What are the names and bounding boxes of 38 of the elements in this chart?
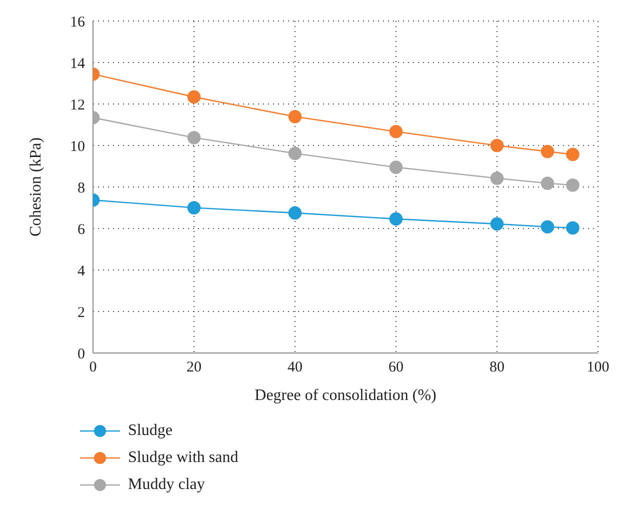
point [566, 221, 580, 235]
x-tick-label: 100 [586, 360, 610, 376]
point [288, 206, 302, 220]
point [490, 172, 504, 185]
y-tick-label: 12 [70, 97, 85, 114]
point [187, 130, 201, 144]
x-axis-title: Degree of consolidation (%) [254, 387, 436, 404]
legend-label: Muddy clay [128, 476, 205, 494]
point [389, 212, 403, 226]
x-tick-label: 60 [388, 360, 404, 376]
point [490, 217, 504, 231]
point [540, 176, 554, 190]
point [288, 146, 302, 160]
y-tick-label: 6 [78, 222, 86, 238]
point [389, 160, 403, 174]
y-tick-label: 14 [70, 56, 86, 72]
y-axis-title: Cohesion (kPa) [28, 137, 45, 237]
point [540, 220, 554, 234]
point [566, 178, 580, 192]
y-tick-label: 2 [78, 304, 85, 321]
y-tick-label: 4 [78, 263, 86, 280]
x-tick-label: 0 [89, 360, 97, 376]
point [389, 124, 403, 138]
point [187, 201, 201, 214]
legend-label: Sludge with sand [128, 448, 238, 466]
x-tick-label: 20 [186, 360, 202, 376]
y-tick-label: 0 [78, 346, 85, 362]
y-tick-label: 10 [70, 138, 85, 155]
y-tick-label: 8 [78, 180, 85, 196]
point [540, 144, 554, 158]
point [288, 110, 302, 124]
point [566, 148, 580, 162]
x-tick-label: 80 [490, 360, 504, 376]
x-tick-label: 40 [288, 360, 302, 376]
legend-label: Sludge [128, 422, 172, 440]
point [490, 138, 504, 152]
y-tick-label: 16 [70, 14, 86, 30]
point [187, 90, 201, 104]
